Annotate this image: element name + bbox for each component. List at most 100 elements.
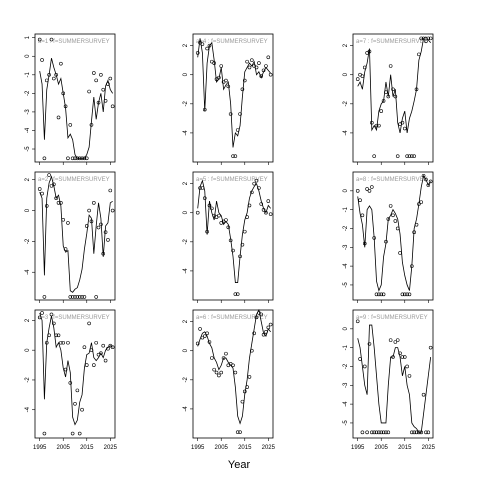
data-point bbox=[195, 341, 200, 346]
series-line bbox=[357, 36, 431, 133]
data-point bbox=[37, 315, 42, 320]
data-point bbox=[44, 204, 49, 208]
data-point bbox=[370, 430, 374, 435]
data-point bbox=[395, 154, 400, 158]
data-point bbox=[250, 348, 254, 353]
data-point bbox=[82, 295, 87, 299]
data-point bbox=[52, 76, 56, 81]
data-point bbox=[242, 389, 247, 394]
y-tick-label: -4 bbox=[25, 269, 31, 275]
data-point bbox=[73, 295, 77, 299]
data-point bbox=[87, 208, 91, 213]
data-point bbox=[247, 375, 252, 379]
data-point bbox=[40, 191, 44, 196]
data-point bbox=[393, 219, 398, 223]
data-point bbox=[82, 156, 87, 161]
data-point bbox=[398, 251, 402, 255]
data-point bbox=[372, 236, 376, 240]
panel-8: a=8 : f=SUMMERSURVEY 0 -1 -2 -3 -4 -5 bbox=[343, 171, 434, 303]
data-point bbox=[80, 295, 84, 299]
data-point bbox=[247, 203, 252, 208]
data-point bbox=[47, 333, 51, 338]
data-point bbox=[250, 190, 254, 195]
data-point bbox=[106, 346, 110, 351]
x-tick-label: 2015 bbox=[238, 445, 252, 451]
data-point bbox=[202, 196, 207, 200]
x-tick-label: 2005 bbox=[215, 445, 229, 451]
y-tick-label: -2 bbox=[183, 376, 189, 382]
data-point bbox=[426, 183, 431, 187]
data-point bbox=[377, 292, 381, 297]
data-point bbox=[77, 156, 82, 161]
y-tick-label: -2 bbox=[183, 100, 189, 106]
data-point bbox=[231, 154, 235, 158]
panel-title: a=5 : f=SUMMERSURVEY bbox=[196, 177, 268, 183]
data-point bbox=[63, 104, 68, 109]
data-point bbox=[259, 202, 264, 206]
data-point bbox=[395, 226, 400, 231]
y-tick-label: -4 bbox=[183, 268, 189, 274]
data-point bbox=[250, 58, 254, 62]
data-point bbox=[365, 187, 369, 191]
y-tick-label: 2 bbox=[25, 318, 31, 322]
data-point bbox=[426, 36, 431, 41]
data-point bbox=[360, 213, 365, 218]
data-point bbox=[226, 84, 231, 89]
panel-frame bbox=[34, 309, 116, 439]
y-tick-label: -4 bbox=[343, 130, 349, 136]
data-point bbox=[257, 186, 261, 190]
data-point bbox=[362, 241, 367, 246]
data-point bbox=[54, 196, 58, 201]
panel-frame bbox=[352, 309, 434, 439]
data-point bbox=[68, 295, 73, 299]
data-point bbox=[63, 247, 68, 251]
data-point bbox=[54, 333, 58, 338]
data-point bbox=[66, 156, 70, 161]
data-point bbox=[47, 173, 51, 177]
data-point bbox=[235, 430, 240, 434]
data-point bbox=[402, 292, 407, 297]
data-point bbox=[195, 51, 200, 55]
y-tick-label: 2 bbox=[183, 319, 189, 323]
y-tick-label: -1 bbox=[343, 206, 349, 212]
data-point bbox=[101, 87, 106, 92]
panel-title: a=4 : f=SUMMERSURVEY bbox=[196, 39, 268, 45]
data-point bbox=[110, 104, 115, 109]
data-point bbox=[393, 94, 398, 99]
y-tick-label: 1 bbox=[25, 35, 31, 39]
data-point bbox=[70, 431, 75, 436]
data-point bbox=[412, 230, 416, 235]
data-point bbox=[219, 64, 224, 68]
data-point bbox=[254, 65, 259, 70]
series-line bbox=[357, 324, 432, 433]
data-point bbox=[407, 154, 412, 158]
data-point bbox=[405, 364, 409, 369]
data-point bbox=[42, 431, 47, 436]
panel-frame bbox=[352, 171, 434, 301]
data-point bbox=[87, 321, 91, 326]
data-point bbox=[240, 87, 245, 92]
data-point bbox=[103, 358, 108, 363]
data-point bbox=[224, 78, 228, 83]
x-axis-label: Year bbox=[228, 459, 251, 471]
data-point bbox=[424, 430, 428, 435]
panel-title: a=9 : f=SUMMERSURVEY bbox=[356, 315, 428, 321]
data-point bbox=[362, 364, 367, 369]
data-point bbox=[428, 345, 433, 350]
data-point bbox=[110, 345, 115, 350]
data-point bbox=[268, 322, 273, 327]
y-tick-label: 2 bbox=[183, 43, 189, 47]
data-point bbox=[214, 370, 219, 375]
data-point bbox=[80, 156, 84, 161]
data-point bbox=[73, 156, 77, 161]
data-point bbox=[391, 213, 395, 218]
panel-5: a=5 : f=SUMMERSURVEY 2 0 -2 -4 bbox=[183, 171, 274, 303]
data-point bbox=[68, 123, 73, 127]
data-point bbox=[99, 73, 103, 77]
data-point bbox=[103, 230, 108, 234]
data-point bbox=[99, 351, 103, 355]
data-point bbox=[374, 123, 379, 128]
data-point bbox=[217, 75, 221, 80]
data-point bbox=[412, 154, 416, 158]
y-tick-label: -5 bbox=[25, 146, 31, 152]
